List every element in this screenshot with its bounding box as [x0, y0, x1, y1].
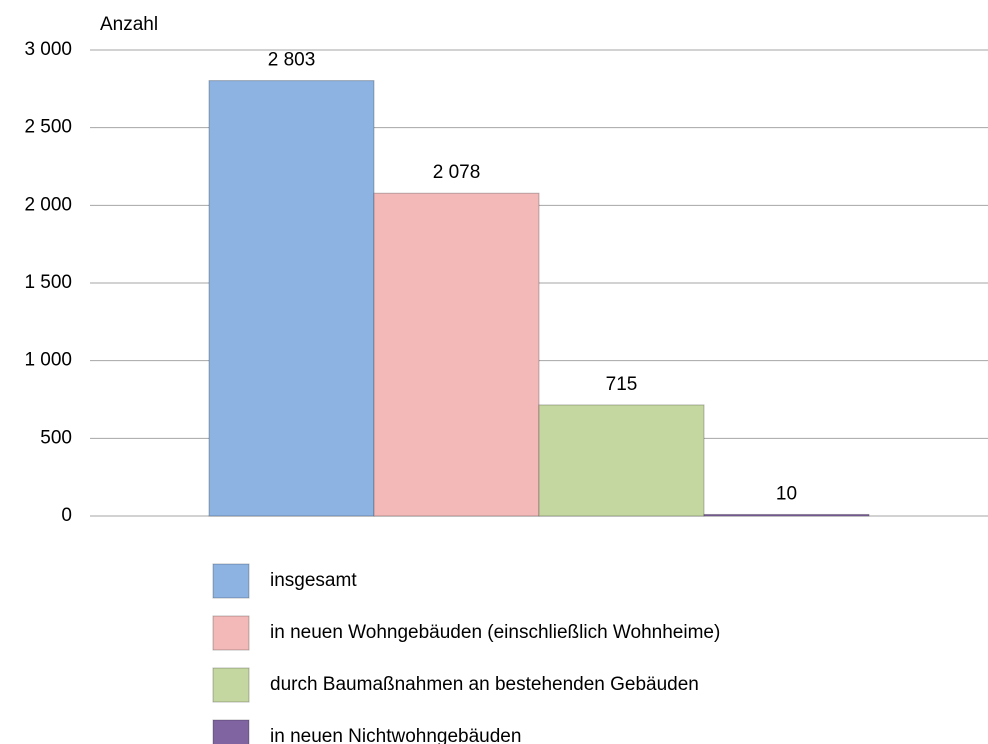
data-label: 2 078 [433, 162, 481, 183]
y-tick-label: 2 000 [24, 194, 72, 215]
legend-label: durch Baumaßnahmen an bestehenden Gebäud… [270, 674, 699, 695]
data-label: 2 803 [268, 50, 316, 71]
y-tick-label: 1 000 [24, 350, 72, 371]
legend-swatch [212, 719, 250, 744]
legend-swatch [212, 615, 250, 651]
bar [538, 404, 705, 517]
y-tick-label: 1 500 [24, 272, 72, 293]
bar [703, 513, 870, 517]
data-label: 715 [606, 374, 638, 395]
y-tick-label: 3 000 [24, 39, 72, 60]
legend-swatch [212, 563, 250, 599]
y-tick-label: 500 [40, 427, 72, 448]
legend-swatch [212, 667, 250, 703]
y-axis-label: Anzahl [100, 14, 158, 35]
y-tick-label: 0 [61, 505, 72, 526]
legend-label: in neuen Nichtwohngebäuden [270, 726, 521, 744]
y-tick-label: 2 500 [24, 117, 72, 138]
data-label: 10 [776, 483, 797, 504]
legend-label: insgesamt [270, 570, 357, 591]
bar [373, 192, 540, 517]
bar [208, 80, 375, 517]
legend-label: in neuen Wohngebäuden (einschließlich Wo… [270, 622, 720, 643]
